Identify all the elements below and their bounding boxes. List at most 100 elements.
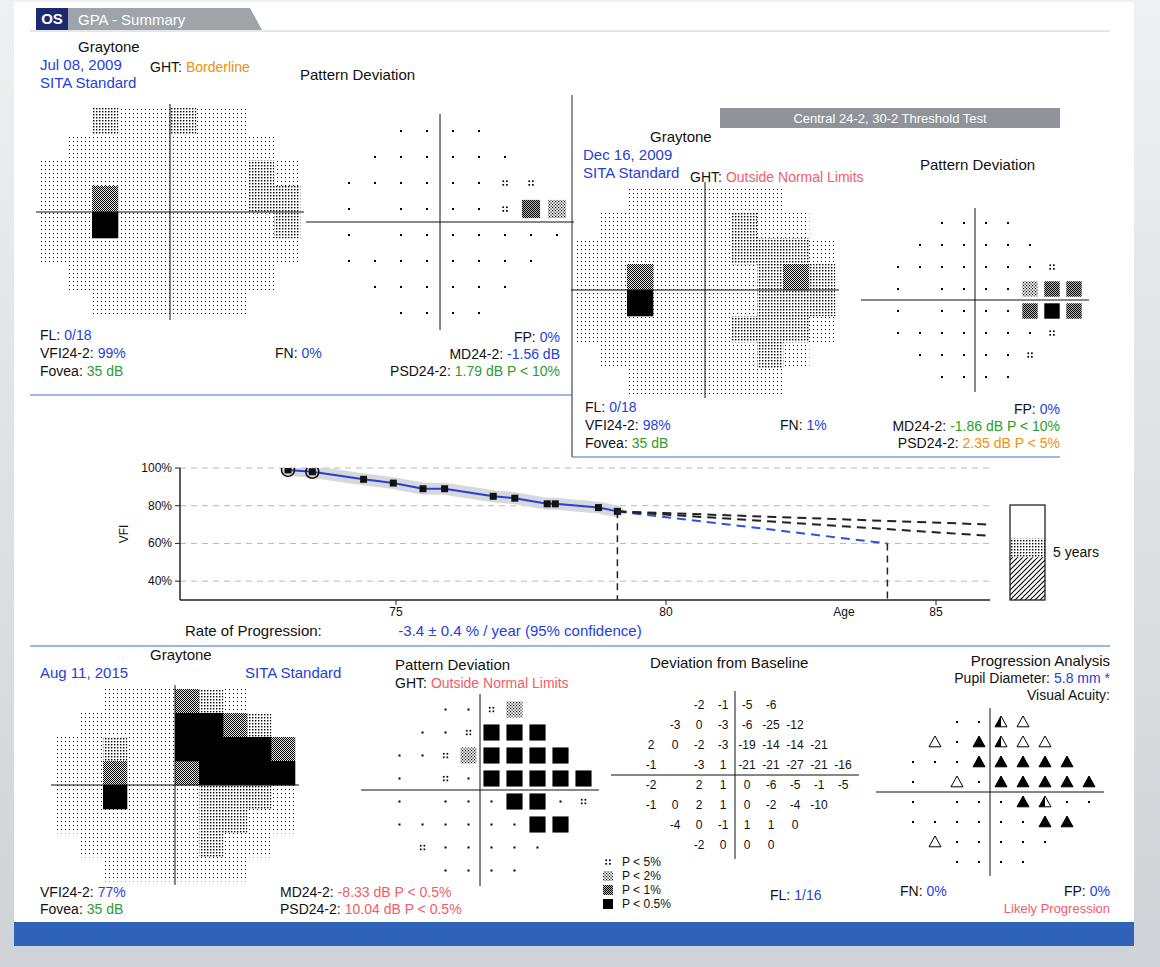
axis-line [51, 785, 299, 786]
dot [1049, 268, 1051, 270]
graytone-cell [222, 160, 248, 186]
deviation-value: -2 [694, 738, 705, 752]
progression-symbol [1000, 801, 1002, 803]
axis-line [306, 222, 574, 223]
probability-symbol [466, 730, 471, 735]
graytone-cell [731, 186, 757, 212]
dot [963, 376, 965, 378]
progression-symbol [1061, 776, 1073, 787]
dot [452, 286, 454, 288]
graytone-cell [757, 264, 783, 290]
dot [466, 730, 468, 732]
screen-bar [14, 922, 1134, 946]
dot [478, 286, 480, 288]
cell [548, 200, 566, 218]
dot [530, 234, 532, 236]
graytone-cell [170, 108, 196, 134]
probability-symbol [420, 845, 425, 850]
graytone-cell [757, 368, 783, 394]
dot [443, 780, 445, 782]
cell [529, 770, 545, 786]
dot [919, 244, 921, 246]
cell [529, 724, 545, 740]
graytone-cell [151, 833, 175, 857]
deviation-value: -1 [814, 778, 825, 792]
triangle-half [995, 716, 1001, 727]
ght: GHT:Borderline [150, 59, 250, 75]
baseline-point [306, 468, 319, 478]
stat-md: MD24-2:-1.56 dB [449, 346, 560, 362]
probability-symbol [919, 266, 921, 268]
x-axis [180, 599, 990, 601]
triangle-filled [995, 756, 1007, 767]
probability-symbol [468, 778, 470, 780]
probability-symbol [941, 244, 943, 246]
cell [506, 724, 522, 740]
graytone-cell [196, 264, 222, 290]
deviation-value: -10 [810, 798, 828, 812]
dot [978, 821, 980, 823]
graytone-cell [79, 713, 103, 737]
dot [897, 310, 899, 312]
deviation-value: -14 [786, 738, 804, 752]
dot [374, 260, 376, 262]
graytone-cell [199, 761, 223, 785]
probability-symbol [478, 182, 480, 184]
graytone-cell [627, 212, 653, 238]
probability-symbol [348, 260, 350, 262]
ght: GHT:Outside Normal Limits [690, 169, 864, 185]
dot [478, 234, 480, 236]
graytone-cell [103, 737, 127, 761]
dot [963, 244, 965, 246]
deviation-value: 0 [744, 798, 751, 812]
box-part [1010, 557, 1045, 600]
dot [506, 184, 508, 186]
ght: GHT:Outside Normal Limits [395, 675, 569, 691]
dot [426, 130, 428, 132]
dot [478, 182, 480, 184]
probability-symbol [400, 286, 402, 288]
graytone-cell [144, 290, 170, 316]
progression-symbol [978, 781, 980, 783]
graytone-cell [223, 833, 247, 857]
dot [978, 721, 980, 723]
graytone-cell [175, 833, 199, 857]
dot [985, 266, 987, 268]
graytone-cell [55, 761, 79, 785]
dot [400, 130, 402, 132]
deviation-value: -3 [718, 718, 729, 732]
deviation-value: -6 [766, 698, 777, 712]
graytone-cell [127, 857, 151, 881]
dot [447, 780, 449, 782]
progression-symbol [1017, 796, 1029, 807]
dot [504, 156, 506, 158]
graytone-cell [92, 108, 118, 134]
divider [572, 95, 573, 457]
dot [504, 286, 506, 288]
graytone-cell [170, 290, 196, 316]
probability-symbol [522, 200, 540, 218]
dot [978, 841, 980, 843]
graytone-cell [222, 290, 248, 316]
graytone-cell [679, 264, 705, 290]
graytone-cell [92, 290, 118, 316]
probability-symbol [491, 870, 493, 872]
probability-symbol [483, 747, 499, 763]
stat-vfi: VFI24-2:77% [40, 884, 126, 900]
graytone-cell [222, 238, 248, 264]
probability-symbol [460, 747, 476, 763]
graytone-plot [571, 182, 839, 398]
eye: OS [41, 10, 63, 27]
probability-symbol [552, 770, 568, 786]
dot [374, 182, 376, 184]
probability-symbol [504, 234, 506, 236]
graytone-cell [247, 737, 271, 761]
graytone-cell [274, 186, 300, 212]
stat-value: 10.04 dB P < 0.5% [345, 901, 462, 917]
dot [956, 801, 958, 803]
dot [609, 859, 611, 861]
triangle-open [929, 836, 941, 847]
graytone-cell [627, 342, 653, 368]
probability-symbol [963, 266, 965, 268]
probability-symbol [529, 770, 545, 786]
